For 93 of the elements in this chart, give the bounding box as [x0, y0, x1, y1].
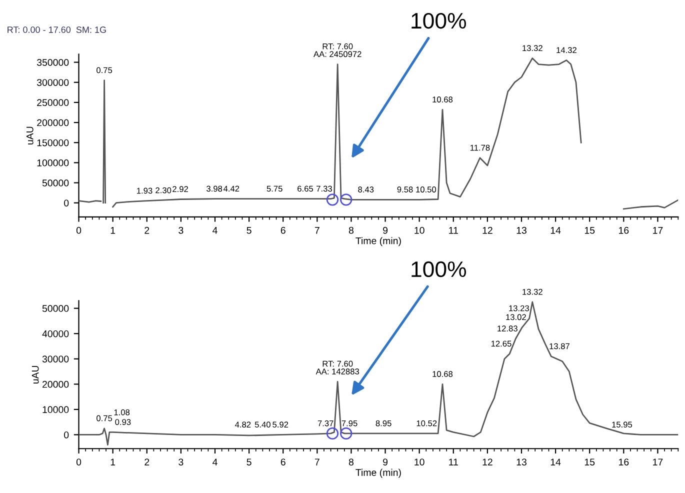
annotation: 13.32 — [522, 288, 542, 295]
x-tick-label: 15 — [584, 458, 595, 466]
y-tick-label: 300000 — [36, 79, 69, 86]
annotation: 6.65 — [298, 186, 314, 192]
annotation: 9.58 — [397, 186, 413, 192]
x-tick-label: 11 — [449, 458, 458, 466]
x-tick-label: 8 — [348, 458, 354, 466]
x-tick-label: 13 — [516, 458, 526, 466]
y-tick-label: 20000 — [42, 380, 69, 388]
y-tick-label: 100000 — [37, 159, 69, 166]
x-tick-label: 15 — [584, 227, 595, 234]
annotation: 2.30 — [156, 187, 172, 194]
annotation: 7.95 — [342, 420, 358, 426]
x-axis-title: Time (min) — [356, 237, 401, 246]
annotation: 4.82 — [235, 422, 251, 428]
annotation: 10.68 — [432, 96, 453, 102]
annotation: 5.40 — [254, 422, 270, 428]
annotation: RT: 7.60 AA: 142883 — [316, 360, 360, 374]
text: 100% — [412, 12, 466, 29]
annotation: 10.52 — [416, 420, 437, 426]
annotation: 10.68 — [432, 371, 453, 377]
annotation: 12.65 — [491, 340, 512, 347]
x-tick-label: 4 — [212, 227, 218, 234]
annotation: 12.83 — [498, 326, 518, 332]
x-tick-label: 9 — [383, 226, 388, 234]
x-tick-label: 3 — [178, 226, 184, 234]
annotation: 4.42 — [223, 186, 240, 192]
annotation: 0.75 — [96, 67, 112, 74]
x-tick-label: 13 — [516, 226, 526, 234]
y-tick-label: 150000 — [37, 139, 69, 146]
x-tick-label: 1 — [110, 227, 116, 234]
annotation: 7.37 — [318, 420, 334, 426]
annotation: 2.92 — [172, 186, 188, 192]
annotation: 5.92 — [272, 422, 288, 428]
annotation: 14.32 — [556, 47, 576, 54]
annotation: 13.32 — [522, 45, 542, 52]
annotation: 5.75 — [266, 186, 282, 192]
x-tick-label: 7 — [314, 458, 320, 466]
x-tick-label: 14 — [550, 458, 561, 466]
y-tick-label: 0 — [64, 200, 69, 206]
x-tick-label: 6 — [280, 226, 286, 234]
annotation: 8.43 — [358, 186, 374, 192]
annotation: 3.98 — [206, 186, 222, 192]
x-tick-label: 2 — [144, 458, 150, 466]
y-tick-label: 30000 — [42, 356, 69, 362]
x-tick-label: 7 — [314, 227, 320, 234]
x-tick-label: 0 — [76, 458, 82, 466]
x-tick-label: 10 — [414, 458, 424, 466]
x-tick-label: 12 — [482, 458, 492, 466]
annotation: 0.75 — [96, 415, 112, 422]
annotation: 7.33 — [316, 186, 332, 192]
annotation: 13.87 — [550, 343, 570, 350]
y-tick-label: 40000 — [42, 330, 69, 338]
annotation: 13.23 — [509, 305, 529, 312]
x-axis-title: Time (min) — [356, 468, 401, 478]
y-tick-label: 200000 — [37, 119, 69, 126]
y-tick-label: 50000 — [42, 305, 69, 312]
x-tick-label: 14 — [550, 227, 561, 234]
text: 100% — [412, 261, 466, 278]
x-tick-label: 1 — [110, 458, 116, 466]
y-tick-label: 350000 — [36, 59, 69, 66]
y-tick-label: 50000 — [42, 180, 69, 186]
annotation: 15.95 — [612, 422, 632, 428]
annotation: 10.50 — [416, 186, 436, 192]
x-tick-label: 16 — [618, 226, 629, 234]
annotation: 1.08 — [114, 409, 130, 416]
x-tick-label: 9 — [383, 458, 388, 466]
x-tick-label: 5 — [246, 458, 252, 466]
x-tick-label: 16 — [618, 458, 629, 466]
x-tick-label: 6 — [280, 458, 286, 466]
x-tick-label: 5 — [246, 227, 252, 234]
y-tick-label: 250000 — [37, 99, 69, 106]
y-tick-label: 0 — [64, 431, 69, 438]
annotation: RT: 7.60 AA: 2450972 — [314, 43, 362, 58]
x-tick-label: 2 — [144, 226, 150, 234]
annotation: 11.78 — [470, 144, 490, 151]
annotation: 1.93 — [137, 188, 152, 194]
x-tick-label: 3 — [178, 458, 184, 466]
annotation: 0.93 — [115, 419, 131, 425]
annotation: 13.02 — [506, 314, 526, 320]
x-tick-label: 17 — [653, 458, 663, 466]
x-tick-label: 10 — [414, 226, 424, 234]
x-tick-label: 4 — [212, 458, 218, 466]
annotation: 8.95 — [376, 420, 392, 426]
x-tick-label: 0 — [76, 226, 82, 234]
x-tick-label: 11 — [449, 227, 458, 234]
y-axis-title: uAU — [32, 366, 39, 384]
x-tick-label: 8 — [348, 226, 354, 234]
text: RT: 0.00 - 17.60 SM: 1G — [8, 26, 106, 33]
y-axis-title: uAU — [26, 126, 34, 144]
x-tick-label: 12 — [482, 226, 492, 234]
y-tick-label: 10000 — [42, 406, 69, 414]
x-tick-label: 17 — [653, 227, 663, 234]
